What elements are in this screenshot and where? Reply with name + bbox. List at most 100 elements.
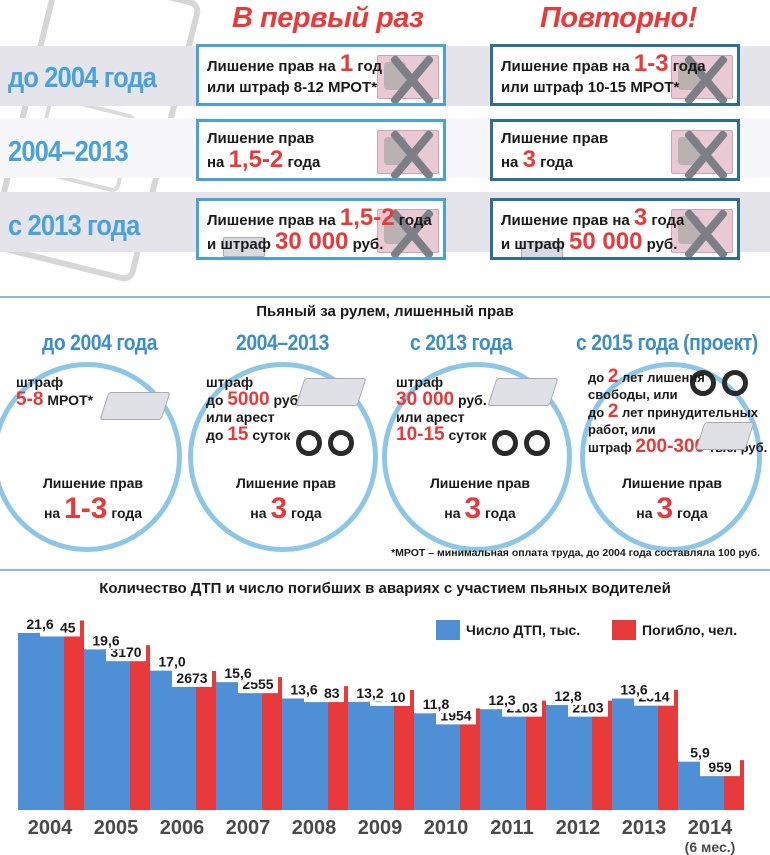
period-fine-text: штраф 30 000 руб. или арест 10-15 суток [396, 374, 487, 445]
period-label: с 2013 года [410, 330, 513, 355]
money-stack-icon [487, 378, 559, 406]
penalty-box-first: Лишение прав на 1,5-2 года [196, 119, 446, 181]
license-crossed-icon [377, 208, 439, 257]
year-label: 2008 [292, 817, 337, 839]
accidents-label: 5,9 [690, 745, 710, 761]
license-crossed-icon [377, 54, 439, 103]
penalty-box-repeat: Лишение прав на 3 года [490, 119, 740, 181]
legend-item-accidents: Число ДТП, тыс. [436, 620, 580, 640]
period-circle [188, 362, 378, 552]
legend-swatch [436, 620, 460, 640]
money-stack-icon [695, 422, 755, 450]
accidents-label-bg [416, 695, 456, 714]
accidents-bar [546, 705, 592, 810]
year-label: 2013 [622, 817, 667, 839]
accidents-label: 12,3 [488, 692, 515, 708]
accidents-label-bg [680, 743, 720, 762]
period-fine-text: штраф до 5000 руб. или арест до 15 суток [206, 374, 303, 445]
license-crossed-icon [671, 208, 733, 257]
accidents-bar [348, 701, 394, 810]
accidents-bar [18, 632, 64, 810]
year-label: 2010 [424, 817, 469, 839]
handcuffs-icon [296, 424, 356, 458]
accidents-label-bg [20, 614, 60, 633]
period-circle [382, 362, 572, 552]
penalty-box-repeat: Лишение прав на 3 года и штраф 50 000 руб… [490, 198, 740, 260]
section-divider [0, 296, 770, 298]
section-divider [0, 569, 770, 571]
deaths-label: 2673 [176, 670, 207, 686]
period-fine-text: штраф 5-8 МРОТ* [16, 374, 94, 410]
year-label: 2007 [226, 817, 271, 839]
period-license-text: Лишение прав на 3 года [235, 475, 337, 525]
accidents-label-bg [152, 652, 192, 671]
column-heading-first-time: В первый раз [232, 2, 424, 34]
accidents-label: 13,6 [290, 681, 317, 697]
accidents-label: 17,0 [158, 654, 185, 670]
accidents-label: 12,8 [554, 688, 581, 704]
accidents-label-bg [614, 680, 654, 699]
accidents-label-bg [86, 631, 126, 650]
accidents-label: 19,6 [92, 632, 119, 648]
accidents-label: 11,8 [423, 696, 450, 712]
column-heading-repeat: Повторно! [540, 2, 697, 34]
accidents-label: 21,6 [26, 616, 53, 632]
year-label: 2012 [556, 817, 601, 839]
period-label: до 2004 года [42, 330, 158, 355]
middle-title: Пьяный за рулем, лишенный прав [256, 303, 514, 320]
period-license-text: Лишение прав на 3 года [621, 475, 723, 525]
period-circle [580, 362, 762, 552]
penalty-box-first: Лишение прав на 1 год или штраф 8-12 МРОТ… [196, 44, 446, 106]
accidents-bar [414, 713, 460, 810]
license-crossed-icon [671, 54, 733, 103]
period-license-text: Лишение прав на 1-3 года [42, 475, 144, 525]
penalty-box-first: Лишение прав на 1,5-2 года и штраф 30 000… [196, 198, 446, 260]
period-license-text: Лишение прав на 3 года [429, 475, 531, 525]
accidents-bar [216, 682, 262, 810]
year-label: 2005 [94, 817, 139, 839]
year-note: (6 мес.) [685, 839, 736, 855]
accidents-label-bg [218, 664, 258, 683]
year-label: 2011 [490, 817, 533, 839]
chart-title: Количество ДТП и число погибших в авария… [99, 580, 671, 597]
row-label: с 2013 года [8, 210, 140, 242]
period-circle [0, 362, 182, 552]
legend-label: Число ДТП, тыс. [466, 622, 581, 638]
money-icon [521, 241, 563, 257]
accidents-bar [84, 649, 130, 810]
legend-item-deaths: Погибло, чел. [612, 620, 737, 640]
accidents-label-bg [350, 683, 390, 702]
accidents-bar [612, 698, 658, 810]
accidents-label: 13,2 [356, 685, 383, 701]
deaths-label-bg [700, 758, 740, 777]
accidents-label: 15,6 [224, 665, 251, 681]
money-stack-icon [295, 378, 367, 406]
accidents-label: 13,6 [620, 681, 647, 697]
accidents-bar [150, 670, 196, 810]
footnote: *МРОТ – минимальная оплата труда, до 200… [391, 547, 760, 559]
legend-label: Погибло, чел. [642, 622, 738, 638]
accidents-bar [480, 709, 526, 810]
deaths-label-bg [172, 669, 212, 688]
year-label: 2014 [688, 817, 733, 839]
period-label: 2004–2013 [236, 330, 329, 355]
license-crossed-icon [671, 129, 733, 178]
license-crossed-icon [377, 129, 439, 178]
deaths-label: 959 [708, 759, 732, 775]
row-label: до 2004 года [8, 62, 157, 94]
money-icon [223, 237, 265, 257]
accidents-label-bg [482, 691, 522, 710]
legend-swatch [612, 620, 636, 640]
accidents-label-bg [284, 680, 324, 699]
bar-chart: 364521,62004317019,62005267317,020062555… [18, 614, 744, 855]
penalty-box-repeat: Лишение прав на 1-3 года или штраф 10-15 … [490, 44, 740, 106]
money-stack-icon [99, 392, 171, 420]
accidents-label-bg [548, 687, 588, 706]
handcuffs-icon [690, 364, 750, 398]
row-label: 2004–2013 [8, 136, 129, 168]
year-label: 2004 [28, 817, 73, 839]
year-label: 2006 [160, 817, 205, 839]
handcuffs-icon [492, 424, 552, 458]
year-label: 2009 [358, 817, 403, 839]
period-label: с 2015 года (проект) [576, 330, 758, 355]
